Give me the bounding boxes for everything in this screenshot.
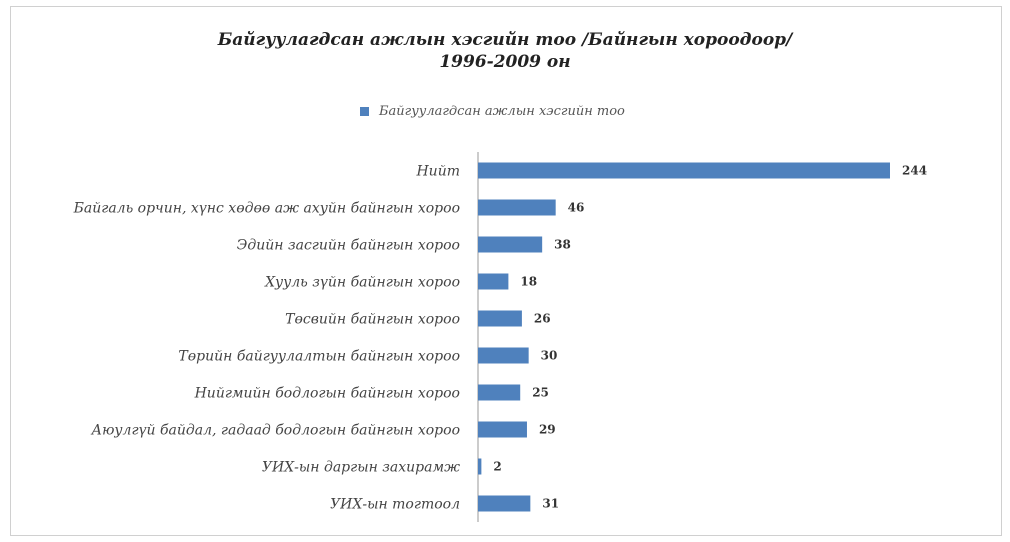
bar [478,162,890,179]
category-label: Эдийн засгийн байнгын хороо [237,238,460,254]
bar [478,310,522,327]
bar [478,384,521,401]
bar [478,347,529,364]
category-label: Байгаль орчин, хүнс хөдөө аж ахуйн байнг… [73,201,460,217]
data-label: 46 [568,201,585,215]
category-label: Төрийн байгуулалтын байнгын хороо [178,349,460,365]
category-label: УИХ-ын тогтоол [330,497,460,513]
category-label: Нийгмийн бодлогын байнгын хороо [194,386,460,402]
data-label: 38 [554,238,571,252]
data-label: 2 [493,460,501,474]
data-label: 30 [541,349,558,363]
chart-title: Байгуулагдсан ажлын хэсгийн тоо /Байнгын… [217,30,793,50]
legend-swatch [360,107,369,116]
category-label: УИХ-ын даргын захирамж [262,460,460,476]
chart-frame [10,6,1002,536]
data-label: 25 [532,386,549,400]
data-label: 18 [520,275,537,289]
legend-label: Байгуулагдсан ажлын хэсгийн тоо [379,104,625,119]
category-label: Аюулгүй байдал, гадаад бодлогын байнгын … [90,423,460,439]
bar [478,458,482,475]
legend: Байгуулагдсан ажлын хэсгийн тоо [360,104,625,119]
category-label: Нийт [415,164,460,180]
bar [478,236,543,253]
category-label: Хууль зүйн байнгын хороо [264,275,460,291]
data-label: 244 [902,164,927,178]
chart-subtitle: 1996-2009 он [439,52,571,72]
bar [478,421,527,438]
bar [478,199,556,216]
bar [478,273,509,290]
category-label: Төсвийн байнгын хороо [285,312,460,328]
data-label: 26 [534,312,551,326]
data-label: 29 [539,423,556,437]
bar [478,495,531,512]
data-label: 31 [542,497,559,511]
